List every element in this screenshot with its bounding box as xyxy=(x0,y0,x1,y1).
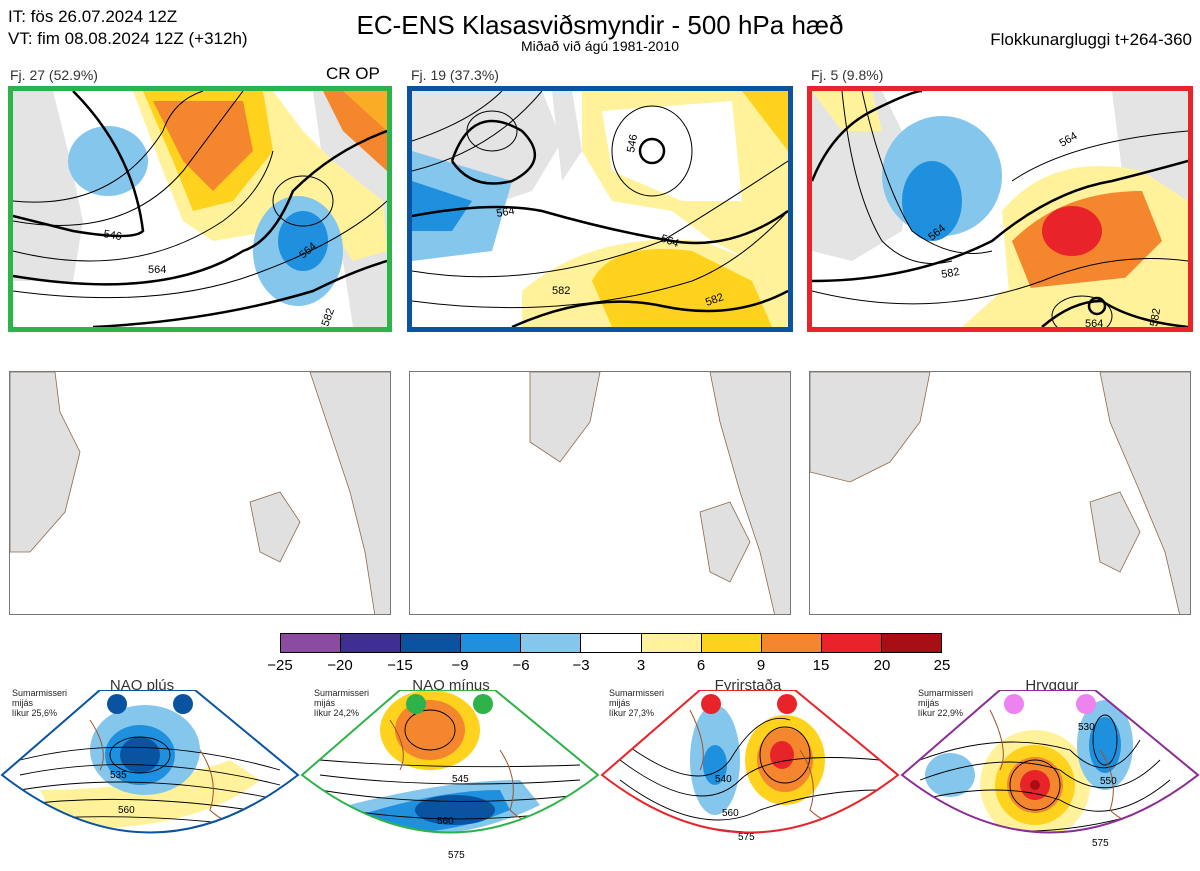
regime-1-map xyxy=(2,690,298,833)
regime-maps: 535 560 545 560 575 xyxy=(0,690,1200,861)
cluster-3-label: Fj. 5 (9.8%) xyxy=(811,67,884,83)
regime-3-contour-label-2: 560 xyxy=(722,808,739,819)
cluster-2-contour-label-2: 564 xyxy=(659,233,680,251)
regime-2-contour-label-2: 560 xyxy=(437,816,454,827)
cluster-1-tag: CR OP xyxy=(326,64,380,83)
regime-4-contour-label-1: 530 xyxy=(1078,722,1095,733)
regime-4-note: Sumarmisseri mijás líkur 22,9% xyxy=(918,688,974,718)
cluster-3-map: 564 564 582 564 582 xyxy=(807,86,1193,332)
cluster-1-contour-label-2: 564 xyxy=(148,264,166,276)
init-time: IT: fös 26.07.2024 12Z xyxy=(8,7,178,26)
legend-tick-7: 3 xyxy=(636,657,646,674)
cluster-3-land-outline xyxy=(810,372,1190,614)
legend-tick-10: 15 xyxy=(812,657,830,674)
legend-swatch-6 xyxy=(580,634,641,652)
cluster-3-contour-label-2: 564 xyxy=(1058,130,1080,150)
regime-4-map xyxy=(902,690,1198,833)
legend-tick-5: −6 xyxy=(512,657,530,674)
legend-swatch-7 xyxy=(640,634,701,652)
legend-swatch-5 xyxy=(520,634,581,652)
regime-4-dot-left xyxy=(1004,694,1024,714)
regime-1-note: Sumarmisseri mijás líkur 25,6% xyxy=(12,688,68,718)
page-title: EC-ENS Klasasviðsmyndir - 500 hPa hæð xyxy=(356,10,844,40)
cluster-2-land-outline xyxy=(529,372,790,614)
legend-tick-11: 20 xyxy=(873,657,891,674)
header-info: IT: fös 26.07.2024 12Z VT: fim 08.08.202… xyxy=(8,6,248,50)
regime-2-contour-label-3: 575 xyxy=(448,850,465,861)
cluster-1-contour-label-4: 582 xyxy=(320,307,338,327)
cluster-2-label: Fj. 19 (37.3%) xyxy=(411,67,499,83)
regime-1-contour-label-2: 560 xyxy=(118,805,135,816)
cluster-2-map: 564 564 582 582 546 xyxy=(407,86,793,332)
regime-3-dot-left xyxy=(701,694,721,714)
regime-2-contour-label-1: 545 xyxy=(452,774,469,785)
valid-time: VT: fim 08.08.2024 12Z (+312h) xyxy=(8,29,248,48)
legend-tick-1: −25 xyxy=(267,657,293,674)
cluster-2-contour-label-4: 582 xyxy=(704,291,725,309)
cluster-3-contour-label-4: 564 xyxy=(1085,318,1103,327)
legend-tick-6: −3 xyxy=(572,657,590,674)
legend-tick-12: 25 xyxy=(933,657,951,674)
regime-2-note: Sumarmisseri mijás líkur 24,2% xyxy=(314,688,370,718)
color-legend-bar xyxy=(280,633,942,653)
regime-4-dot-right xyxy=(1076,694,1096,714)
cluster-1-anomaly-map: 546 564 564 582 xyxy=(13,91,387,327)
legend-swatch-9 xyxy=(760,634,821,652)
regime-3-dot-right xyxy=(777,694,797,714)
legend-tick-3: −15 xyxy=(387,657,413,674)
cluster-1-label: Fj. 27 (52.9%) xyxy=(10,67,98,83)
legend-swatch-10 xyxy=(820,634,881,652)
cluster-3-extra-map xyxy=(809,371,1191,615)
legend-swatch-11 xyxy=(880,634,942,652)
page-subtitle: Miðað við ágú 1981-2010 xyxy=(520,38,679,54)
legend-swatch-8 xyxy=(700,634,761,652)
regime-3-contour-label-1: 540 xyxy=(715,774,732,785)
cluster-1-map: 546 564 564 582 xyxy=(8,86,392,332)
cluster-2-extra-map xyxy=(409,371,791,615)
cluster-2-contour-label-5: 546 xyxy=(625,133,640,153)
regime-2-dot-right xyxy=(473,694,493,714)
regime-2-map xyxy=(302,690,598,833)
regime-4-contour-label-2: 550 xyxy=(1100,776,1117,787)
regime-3-contour-label-3: 575 xyxy=(738,832,755,843)
regime-4-contour-label-3: 575 xyxy=(1092,838,1109,849)
cluster-2-contour-label-1: 564 xyxy=(495,205,515,220)
legend-tick-8: 6 xyxy=(696,657,706,674)
regime-1-contour-label-1: 535 xyxy=(110,770,127,781)
regime-1-dot-right xyxy=(173,694,193,714)
cluster-1-extra-map xyxy=(9,371,391,615)
cluster-3-anomaly-map: 564 564 582 564 582 xyxy=(812,91,1188,327)
cluster-2-contour-label-3: 582 xyxy=(552,285,570,297)
legend-swatch-3 xyxy=(400,634,461,652)
legend-swatch-2 xyxy=(340,634,401,652)
legend-tick-4: −9 xyxy=(451,657,469,674)
regime-1-dot-left xyxy=(107,694,127,714)
regime-3-note: Sumarmisseri mijás líkur 27,3% xyxy=(609,688,665,718)
legend-swatch-4 xyxy=(460,634,521,652)
cluster-1-contour-label-1: 546 xyxy=(102,228,122,243)
regime-3-map xyxy=(602,690,898,833)
cluster-3-contour-label-5: 582 xyxy=(1148,307,1163,327)
regime-2-dot-left xyxy=(406,694,426,714)
classification-window: Flokkunargluggi t+264-360 xyxy=(990,30,1192,49)
cluster-2-anomaly-map: 564 564 582 582 546 xyxy=(412,91,788,327)
legend-swatch-1 xyxy=(281,634,341,652)
cluster-3-contour-label-3: 582 xyxy=(940,266,960,281)
cluster-1-land-outline xyxy=(10,372,390,614)
legend-tick-2: −20 xyxy=(327,657,353,674)
legend-tick-9: 9 xyxy=(756,657,766,674)
